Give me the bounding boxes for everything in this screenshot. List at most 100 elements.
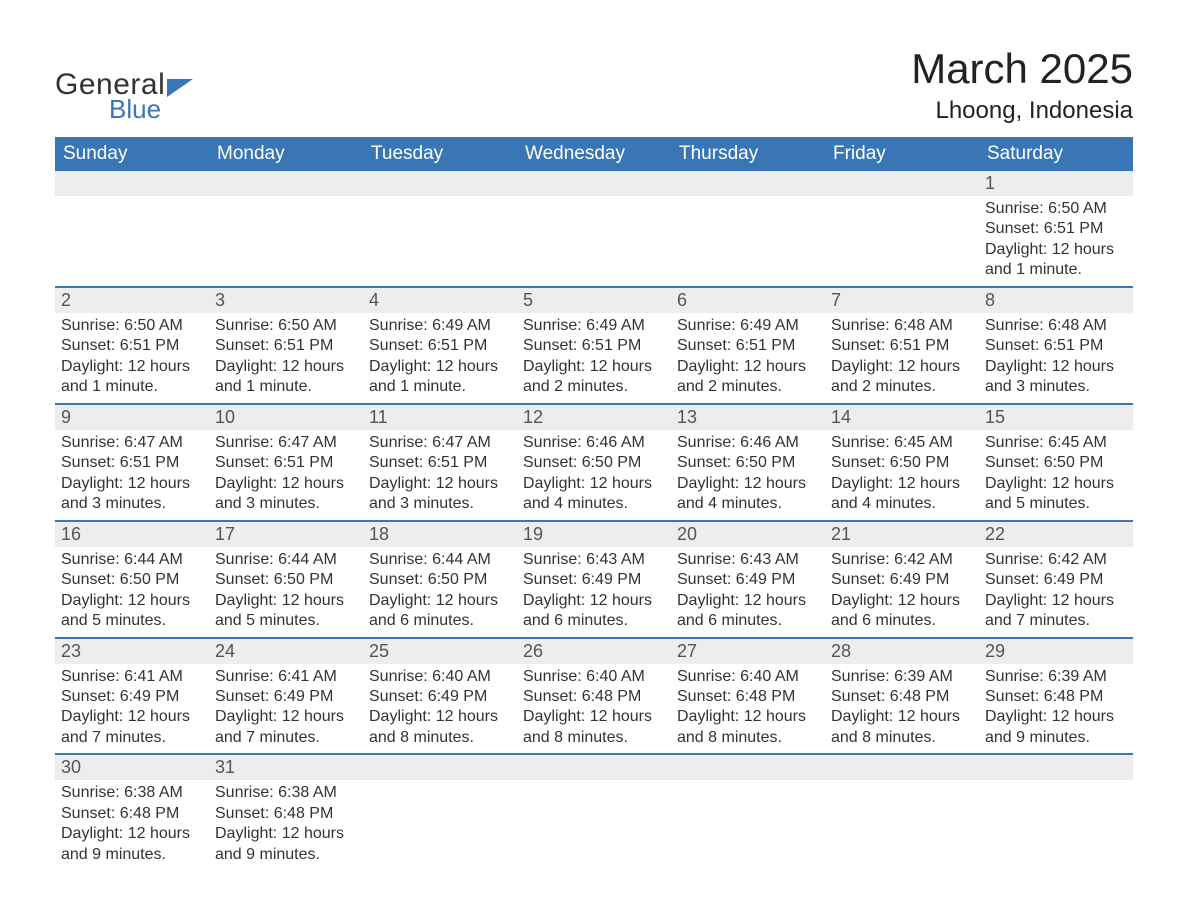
day-number-cell (671, 171, 825, 196)
day-number-cell: 25 (363, 638, 517, 664)
sunrise-text: Sunrise: 6:44 AM (61, 550, 203, 570)
day-content-cell (671, 196, 825, 287)
day-content-cell: Sunrise: 6:49 AMSunset: 6:51 PMDaylight:… (671, 313, 825, 404)
sunrise-text: Sunrise: 6:44 AM (369, 550, 511, 570)
day-content-cell: Sunrise: 6:48 AMSunset: 6:51 PMDaylight:… (825, 313, 979, 404)
day-content-row: Sunrise: 6:44 AMSunset: 6:50 PMDaylight:… (55, 547, 1133, 638)
day-number-row: 16171819202122 (55, 521, 1133, 547)
day-number-cell (825, 171, 979, 196)
sunrise-text: Sunrise: 6:45 AM (985, 433, 1127, 453)
calendar-table: Sunday Monday Tuesday Wednesday Thursday… (55, 137, 1133, 870)
day-number-cell (825, 754, 979, 780)
sunset-text: Sunset: 6:48 PM (215, 804, 357, 824)
day-number-row: 23242526272829 (55, 638, 1133, 664)
day-content-cell: Sunrise: 6:42 AMSunset: 6:49 PMDaylight:… (825, 547, 979, 638)
daylight-text: Daylight: 12 hours and 7 minutes. (215, 707, 357, 748)
daylight-text: Daylight: 12 hours and 2 minutes. (523, 357, 665, 398)
header: General Blue March 2025 Lhoong, Indonesi… (55, 40, 1133, 125)
day-number-cell: 20 (671, 521, 825, 547)
day-number-cell: 5 (517, 287, 671, 313)
daylight-text: Daylight: 12 hours and 9 minutes. (61, 824, 203, 865)
day-number-cell: 14 (825, 404, 979, 430)
sunrise-text: Sunrise: 6:40 AM (677, 667, 819, 687)
weekday-header: Tuesday (363, 137, 517, 171)
sunrise-text: Sunrise: 6:38 AM (215, 783, 357, 803)
daylight-text: Daylight: 12 hours and 3 minutes. (61, 474, 203, 515)
day-number-cell (671, 754, 825, 780)
day-content-cell: Sunrise: 6:49 AMSunset: 6:51 PMDaylight:… (517, 313, 671, 404)
daylight-text: Daylight: 12 hours and 7 minutes. (61, 707, 203, 748)
daylight-text: Daylight: 12 hours and 3 minutes. (985, 357, 1127, 398)
day-content-cell: Sunrise: 6:47 AMSunset: 6:51 PMDaylight:… (55, 430, 209, 521)
day-number-cell (55, 171, 209, 196)
day-content-cell: Sunrise: 6:50 AMSunset: 6:51 PMDaylight:… (55, 313, 209, 404)
day-number-row: 3031 (55, 754, 1133, 780)
day-content-cell (209, 196, 363, 287)
sunset-text: Sunset: 6:51 PM (61, 336, 203, 356)
sunset-text: Sunset: 6:51 PM (215, 453, 357, 473)
daylight-text: Daylight: 12 hours and 1 minute. (61, 357, 203, 398)
weekday-header: Monday (209, 137, 363, 171)
day-content-cell: Sunrise: 6:47 AMSunset: 6:51 PMDaylight:… (363, 430, 517, 521)
sunset-text: Sunset: 6:50 PM (61, 570, 203, 590)
day-content-cell (363, 780, 517, 870)
sunrise-text: Sunrise: 6:43 AM (523, 550, 665, 570)
daylight-text: Daylight: 12 hours and 6 minutes. (523, 591, 665, 632)
day-number-cell: 1 (979, 171, 1133, 196)
sunset-text: Sunset: 6:48 PM (523, 687, 665, 707)
day-content-cell: Sunrise: 6:48 AMSunset: 6:51 PMDaylight:… (979, 313, 1133, 404)
day-content-cell: Sunrise: 6:49 AMSunset: 6:51 PMDaylight:… (363, 313, 517, 404)
sunset-text: Sunset: 6:49 PM (369, 687, 511, 707)
day-number-row: 2345678 (55, 287, 1133, 313)
logo-triangle-icon (167, 79, 193, 97)
sunset-text: Sunset: 6:51 PM (523, 336, 665, 356)
day-number-cell: 31 (209, 754, 363, 780)
sunset-text: Sunset: 6:49 PM (61, 687, 203, 707)
day-number-row: 1 (55, 171, 1133, 196)
sunset-text: Sunset: 6:50 PM (215, 570, 357, 590)
day-number-cell (363, 171, 517, 196)
weekday-header-row: Sunday Monday Tuesday Wednesday Thursday… (55, 137, 1133, 171)
day-number-cell: 24 (209, 638, 363, 664)
day-content-cell: Sunrise: 6:43 AMSunset: 6:49 PMDaylight:… (671, 547, 825, 638)
location-label: Lhoong, Indonesia (911, 97, 1133, 125)
sunrise-text: Sunrise: 6:50 AM (215, 316, 357, 336)
day-content-cell: Sunrise: 6:40 AMSunset: 6:48 PMDaylight:… (671, 664, 825, 755)
sunrise-text: Sunrise: 6:44 AM (215, 550, 357, 570)
brand-logo: General Blue (55, 68, 193, 125)
sunset-text: Sunset: 6:50 PM (523, 453, 665, 473)
sunset-text: Sunset: 6:49 PM (523, 570, 665, 590)
daylight-text: Daylight: 12 hours and 1 minute. (369, 357, 511, 398)
day-number-cell (517, 171, 671, 196)
weekday-header: Thursday (671, 137, 825, 171)
day-content-cell: Sunrise: 6:45 AMSunset: 6:50 PMDaylight:… (825, 430, 979, 521)
daylight-text: Daylight: 12 hours and 9 minutes. (215, 824, 357, 865)
daylight-text: Daylight: 12 hours and 2 minutes. (677, 357, 819, 398)
day-content-cell (517, 780, 671, 870)
day-number-cell: 22 (979, 521, 1133, 547)
daylight-text: Daylight: 12 hours and 5 minutes. (61, 591, 203, 632)
sunrise-text: Sunrise: 6:47 AM (61, 433, 203, 453)
sunset-text: Sunset: 6:50 PM (369, 570, 511, 590)
day-content-cell: Sunrise: 6:46 AMSunset: 6:50 PMDaylight:… (517, 430, 671, 521)
sunset-text: Sunset: 6:51 PM (215, 336, 357, 356)
day-number-cell: 21 (825, 521, 979, 547)
day-content-cell: Sunrise: 6:41 AMSunset: 6:49 PMDaylight:… (55, 664, 209, 755)
sunrise-text: Sunrise: 6:47 AM (369, 433, 511, 453)
day-content-cell (825, 196, 979, 287)
sunrise-text: Sunrise: 6:40 AM (523, 667, 665, 687)
day-number-cell: 15 (979, 404, 1133, 430)
sunrise-text: Sunrise: 6:46 AM (677, 433, 819, 453)
calendar-page: General Blue March 2025 Lhoong, Indonesi… (0, 0, 1188, 900)
sunrise-text: Sunrise: 6:40 AM (369, 667, 511, 687)
daylight-text: Daylight: 12 hours and 2 minutes. (831, 357, 973, 398)
sunset-text: Sunset: 6:50 PM (985, 453, 1127, 473)
daylight-text: Daylight: 12 hours and 5 minutes. (985, 474, 1127, 515)
sunset-text: Sunset: 6:48 PM (677, 687, 819, 707)
day-number-cell: 12 (517, 404, 671, 430)
day-content-cell: Sunrise: 6:40 AMSunset: 6:49 PMDaylight:… (363, 664, 517, 755)
sunrise-text: Sunrise: 6:45 AM (831, 433, 973, 453)
day-content-cell: Sunrise: 6:43 AMSunset: 6:49 PMDaylight:… (517, 547, 671, 638)
day-number-cell (979, 754, 1133, 780)
day-number-cell: 19 (517, 521, 671, 547)
